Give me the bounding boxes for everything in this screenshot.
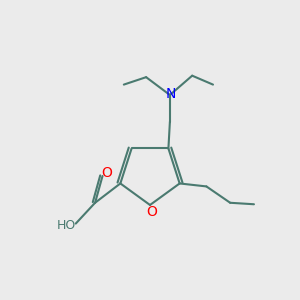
Text: O: O xyxy=(146,205,157,218)
Text: HO: HO xyxy=(57,219,76,232)
Text: O: O xyxy=(101,166,112,180)
Text: N: N xyxy=(165,86,176,100)
